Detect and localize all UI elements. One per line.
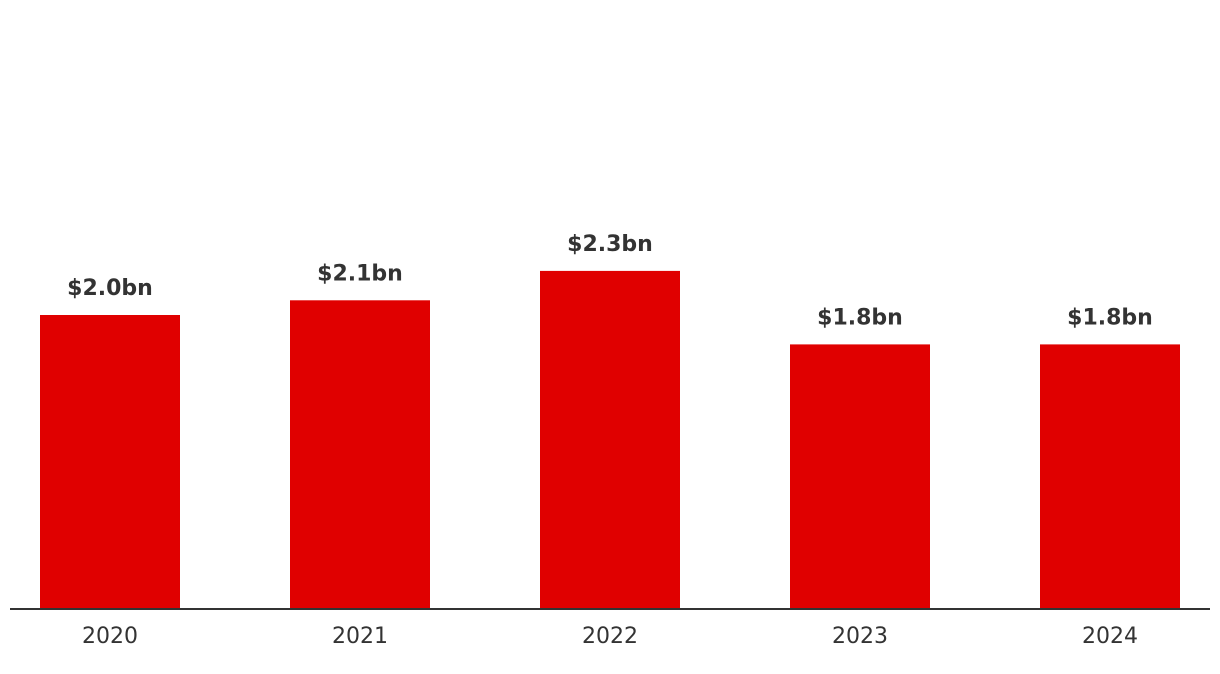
x-tick-labels-group: 2020 2021 2022 2023 2024 [82,624,1138,649]
data-label-2024: $1.8bn [1067,305,1153,330]
bar-2021 [290,300,430,609]
data-label-2020: $2.0bn [67,276,153,301]
x-tick-label-2021: 2021 [332,624,388,649]
x-tick-label-2020: 2020 [82,624,138,649]
x-tick-label-2024: 2024 [1082,624,1138,649]
bar-2022 [540,270,680,609]
x-tick-label-2022: 2022 [582,624,638,649]
bars-group [40,270,1180,609]
data-label-2022: $2.3bn [567,232,653,257]
bar-2024 [1040,344,1180,609]
bar-2023 [790,344,930,609]
x-tick-label-2023: 2023 [832,624,888,649]
data-label-2023: $1.8bn [817,305,903,330]
data-label-2021: $2.1bn [317,261,403,286]
bar-2020 [40,315,180,609]
data-labels-group: $2.0bn $2.1bn $2.3bn $1.8bn $1.8bn [67,232,1153,331]
